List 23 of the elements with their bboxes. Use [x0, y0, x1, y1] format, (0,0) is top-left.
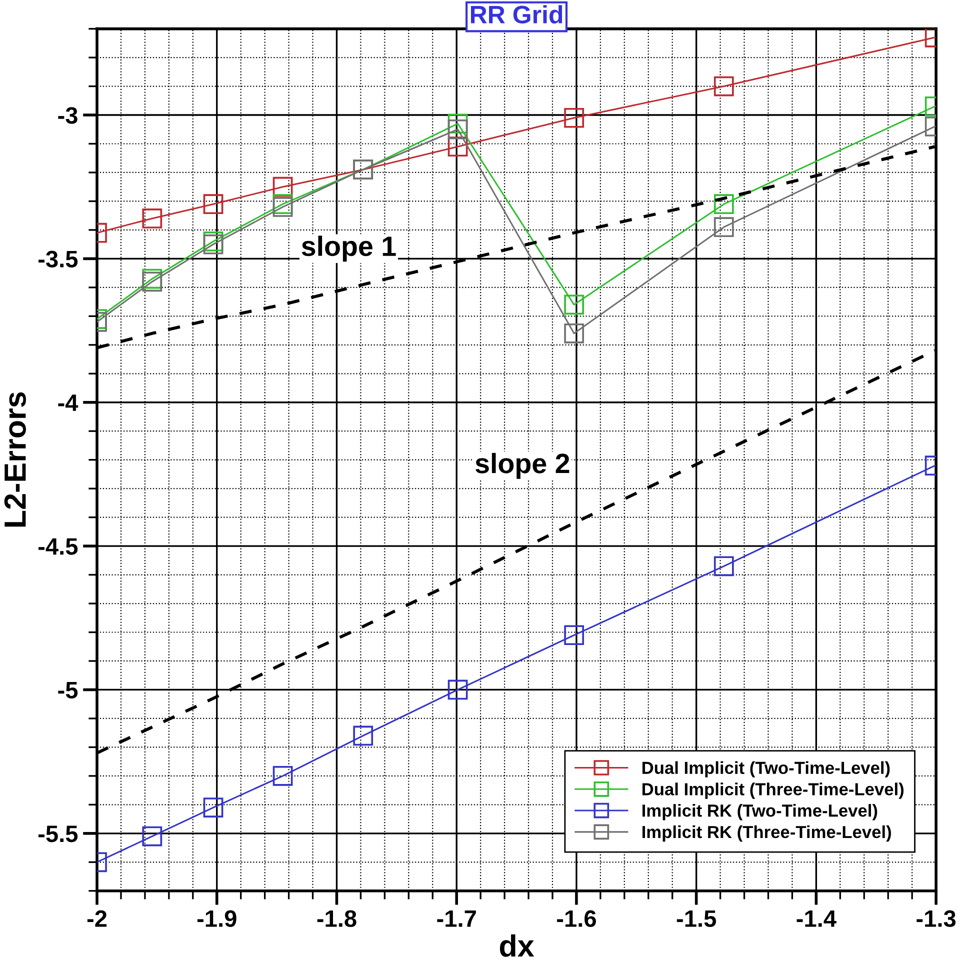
- chart-title: RR Grid: [470, 5, 562, 24]
- legend-label: Dual Implicit (Three-Time-Level): [642, 782, 904, 799]
- x-tick-label: -1.4: [796, 910, 836, 927]
- annotation: slope 2: [476, 452, 570, 479]
- y-axis-title: L2-Errors: [4, 392, 26, 527]
- x-tick-label: -1.3: [916, 910, 956, 928]
- x-axis-title: dx: [500, 934, 534, 957]
- y-tick-label: -4: [58, 394, 78, 411]
- annotation: slope 1: [302, 236, 396, 262]
- x-tick-label: -1.6: [557, 910, 596, 927]
- legend-label: Dual Implicit (Two-Time-Level): [642, 761, 890, 778]
- x-tick-label: -2: [87, 910, 107, 927]
- legend-label: Implicit RK (Two-Time-Level): [642, 804, 878, 820]
- legend-label: Implicit RK (Three-Time-Level): [642, 825, 891, 842]
- x-tick-label: -1.8: [317, 910, 356, 927]
- x-tick-label: -1.5: [676, 910, 716, 927]
- y-tick-label: -4.5: [38, 538, 78, 555]
- y-tick-label: -3: [58, 107, 78, 124]
- y-tick-label: -3.5: [38, 250, 78, 268]
- x-tick-label: -1.9: [197, 910, 236, 927]
- y-tick-label: -5.5: [38, 826, 78, 842]
- y-tick-label: -5: [58, 682, 78, 699]
- x-tick-label: -1.7: [437, 910, 476, 927]
